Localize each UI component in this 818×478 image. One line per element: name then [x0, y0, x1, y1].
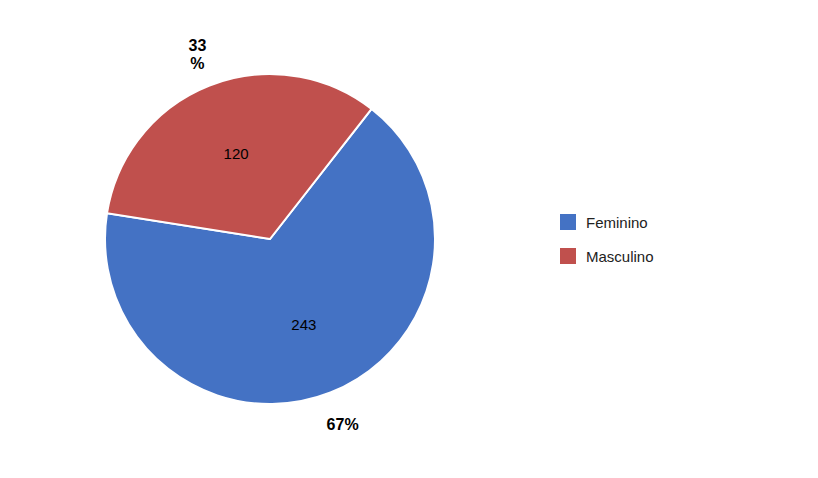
legend: Feminino Masculino	[560, 214, 654, 265]
share-label-line: 67%	[327, 416, 359, 433]
share-label-line: %	[190, 54, 204, 71]
legend-swatch	[560, 248, 576, 264]
chart: 243 120 67% 33% Feminino Masculino	[0, 0, 818, 478]
legend-swatch	[560, 214, 576, 230]
chart-container: 243 120 67% 33% Feminino Masculino	[0, 0, 818, 478]
labels: 243 120 67% 33%	[188, 36, 358, 433]
legend-label: Feminino	[586, 214, 648, 231]
share-label: 67%	[327, 416, 359, 433]
data-label: 120	[224, 145, 249, 162]
data-label: 243	[291, 316, 316, 333]
pie-slice	[107, 74, 372, 239]
slices	[105, 74, 435, 404]
share-label: 33%	[188, 36, 206, 71]
legend-label: Masculino	[586, 248, 654, 265]
share-label-line: 33	[188, 36, 206, 53]
